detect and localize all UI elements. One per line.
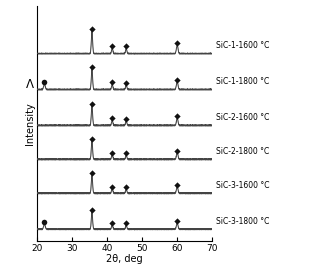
Text: SiC-2-1600 °C: SiC-2-1600 °C (216, 113, 269, 122)
Text: SiC-1-1800 °C: SiC-1-1800 °C (216, 77, 269, 86)
Text: SiC-1-1600 °C: SiC-1-1600 °C (216, 41, 269, 50)
Text: SiC-3-1800 °C: SiC-3-1800 °C (216, 217, 269, 226)
Y-axis label: Intensity: Intensity (25, 102, 35, 145)
Text: SiC-2-1800 °C: SiC-2-1800 °C (216, 147, 269, 156)
Text: $\Lambda$: $\Lambda$ (25, 78, 35, 91)
X-axis label: 2θ, deg: 2θ, deg (106, 254, 143, 264)
Text: SiC-3-1600 °C: SiC-3-1600 °C (216, 181, 269, 190)
